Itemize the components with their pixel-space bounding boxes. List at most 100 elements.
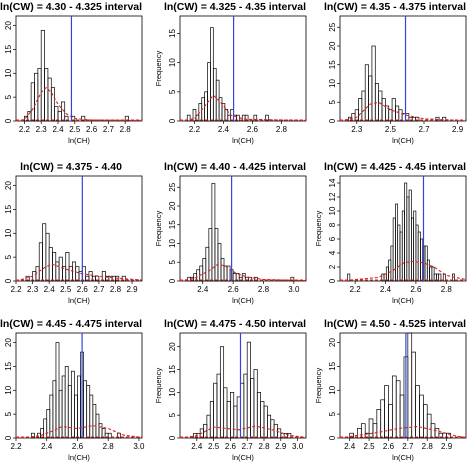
histogram-bar bbox=[209, 401, 214, 439]
y-tick-label: 5 bbox=[168, 89, 177, 94]
y-axis-title: Frequency bbox=[154, 211, 163, 247]
histogram-bar bbox=[270, 419, 275, 439]
y-axis-title: Frequency bbox=[154, 51, 163, 87]
x-axis-title: ln(CH) bbox=[392, 136, 414, 145]
histogram-bar bbox=[364, 64, 369, 122]
histogram-bar bbox=[67, 385, 72, 439]
histogram-bar bbox=[199, 265, 204, 282]
histogram-bar bbox=[438, 273, 442, 282]
x-tick-label: 2.8 bbox=[258, 285, 270, 294]
histogram-bar bbox=[226, 265, 231, 282]
histogram-bar bbox=[54, 106, 59, 122]
x-axis-title: ln(CH) bbox=[232, 453, 254, 462]
histogram-bar bbox=[381, 98, 386, 122]
histogram-bar bbox=[223, 387, 228, 439]
density-curve bbox=[339, 425, 467, 439]
x-tick-label: 2.4 bbox=[44, 285, 56, 294]
histogram-bar bbox=[226, 401, 231, 439]
histogram-bar bbox=[430, 423, 436, 439]
y-tick-label: 20 bbox=[168, 201, 177, 210]
histogram-bar bbox=[378, 90, 383, 122]
histogram-bar bbox=[368, 75, 373, 122]
y-tick-label: 20 bbox=[4, 181, 13, 190]
histogram-bar bbox=[89, 394, 94, 439]
x-tick-label: 2.8 bbox=[103, 442, 115, 451]
y-tick-label: 0 bbox=[4, 118, 13, 123]
y-tick-label: 14 bbox=[328, 178, 337, 187]
x-axis-title: ln(CH) bbox=[232, 296, 254, 305]
density-curve bbox=[179, 94, 307, 122]
x-axis-title: ln(CH) bbox=[392, 453, 414, 462]
histogram-panel-7: ln(CW) = 4.45 - 4.475 interval 2.2 2.4 2.6 2… bbox=[0, 318, 145, 462]
x-tick-label: 2.3 bbox=[36, 125, 48, 134]
x-tick-label: 3.0 bbox=[133, 442, 145, 451]
histogram-bar bbox=[214, 228, 219, 282]
x-tick-label: 2.6 bbox=[410, 285, 422, 294]
x-tick-label: 2.5 bbox=[385, 125, 397, 134]
histogram-bar bbox=[47, 77, 52, 122]
y-tick-label: 10 bbox=[328, 79, 337, 88]
histogram-bar bbox=[202, 258, 207, 282]
histogram-bar bbox=[75, 266, 80, 282]
histogram-bar bbox=[223, 265, 228, 282]
y-tick-label: 15 bbox=[4, 204, 13, 213]
histogram-bar bbox=[43, 418, 48, 439]
x-axis-title: ln(CH) bbox=[392, 296, 414, 305]
histogram-bar bbox=[58, 256, 63, 282]
y-tick-label: 0 bbox=[4, 278, 13, 283]
histogram-bar bbox=[376, 409, 382, 439]
histogram-bar bbox=[62, 266, 67, 282]
histogram-bar bbox=[354, 109, 359, 122]
x-tick-label: 2.7 bbox=[242, 442, 254, 451]
histogram-bar bbox=[98, 423, 103, 439]
y-tick-label: 0 bbox=[168, 118, 177, 123]
histogram-panel-8: ln(CW) = 4.475 - 4.50 interval 2.4 2.5 2.6 2… bbox=[154, 318, 307, 462]
histogram-bar bbox=[40, 29, 45, 122]
histogram-bar bbox=[290, 276, 295, 282]
histogram-bar bbox=[384, 385, 389, 439]
x-tick-label: 2.4 bbox=[41, 442, 53, 451]
histogram-bar bbox=[213, 382, 218, 439]
histogram-bar bbox=[244, 114, 249, 122]
density-curve bbox=[15, 86, 143, 122]
histogram-bar bbox=[207, 62, 211, 122]
histogram-bar bbox=[347, 273, 351, 282]
histogram-bar bbox=[398, 109, 403, 122]
y-tick-label: 5 bbox=[4, 411, 13, 416]
histogram-bar bbox=[411, 351, 416, 439]
y-tick-label: 10 bbox=[4, 68, 13, 77]
histogram-panel-1: ln(CW) = 4.30 - 4.325 interval 2.2 2.3 2.4 2… bbox=[0, 1, 143, 145]
histogram-bar bbox=[30, 82, 35, 122]
x-tick-label: 2.5 bbox=[69, 125, 81, 134]
histogram-bar bbox=[388, 404, 393, 439]
histogram-bar bbox=[446, 432, 451, 439]
histogram-bar bbox=[217, 243, 222, 282]
x-tick-label: 2.6 bbox=[247, 125, 259, 134]
y-tick-label: 8 bbox=[328, 222, 337, 227]
x-tick-label: 2.8 bbox=[110, 285, 122, 294]
x-tick-label: 2.4 bbox=[191, 442, 203, 451]
y-tick-label: 10 bbox=[328, 385, 337, 394]
panel-title: ln(CW) = 4.425 - 4.45 interval bbox=[324, 161, 466, 173]
y-tick-label: 10 bbox=[168, 239, 177, 248]
histogram-bar bbox=[221, 103, 226, 122]
histogram-bar bbox=[107, 432, 112, 439]
y-tick-label: 5 bbox=[4, 94, 13, 99]
x-tick-label: 2.7 bbox=[103, 125, 115, 134]
y-tick-label: 25 bbox=[328, 22, 337, 31]
histogram-bar bbox=[192, 108, 197, 122]
histogram-bar bbox=[388, 109, 393, 122]
x-tick-label: 2.9 bbox=[452, 125, 464, 134]
histogram-bar bbox=[61, 101, 66, 122]
x-tick-label: 2.2 bbox=[350, 285, 362, 294]
plot-frame bbox=[179, 175, 307, 282]
panel-title: ln(CW) = 4.325 - 4.35 interval bbox=[164, 1, 306, 13]
panel-title: ln(CW) = 4.45 - 4.475 interval bbox=[0, 318, 142, 330]
plot-frame bbox=[339, 332, 467, 439]
y-tick-label: 5 bbox=[168, 259, 177, 264]
x-tick-label: 3.0 bbox=[288, 285, 300, 294]
plot-frame bbox=[179, 332, 307, 439]
x-tick-label: 2.6 bbox=[383, 442, 395, 451]
plot-frame bbox=[339, 15, 467, 122]
histogram-bar bbox=[61, 375, 66, 439]
